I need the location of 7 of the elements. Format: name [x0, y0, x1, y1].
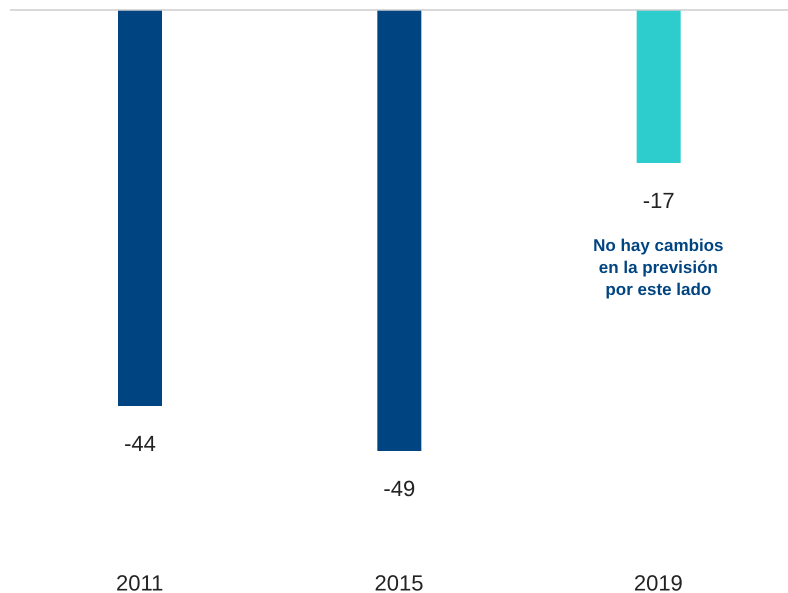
x-tick-label: 2019	[634, 570, 683, 593]
x-tick-label: 2015	[374, 570, 424, 593]
annotation: No hay cambios en la previsión por este lado	[593, 236, 724, 299]
data-label: -49	[383, 476, 416, 501]
x-tick-label: 2011	[116, 570, 164, 593]
data-label: -17	[642, 188, 675, 213]
data-label: -44	[124, 431, 156, 456]
